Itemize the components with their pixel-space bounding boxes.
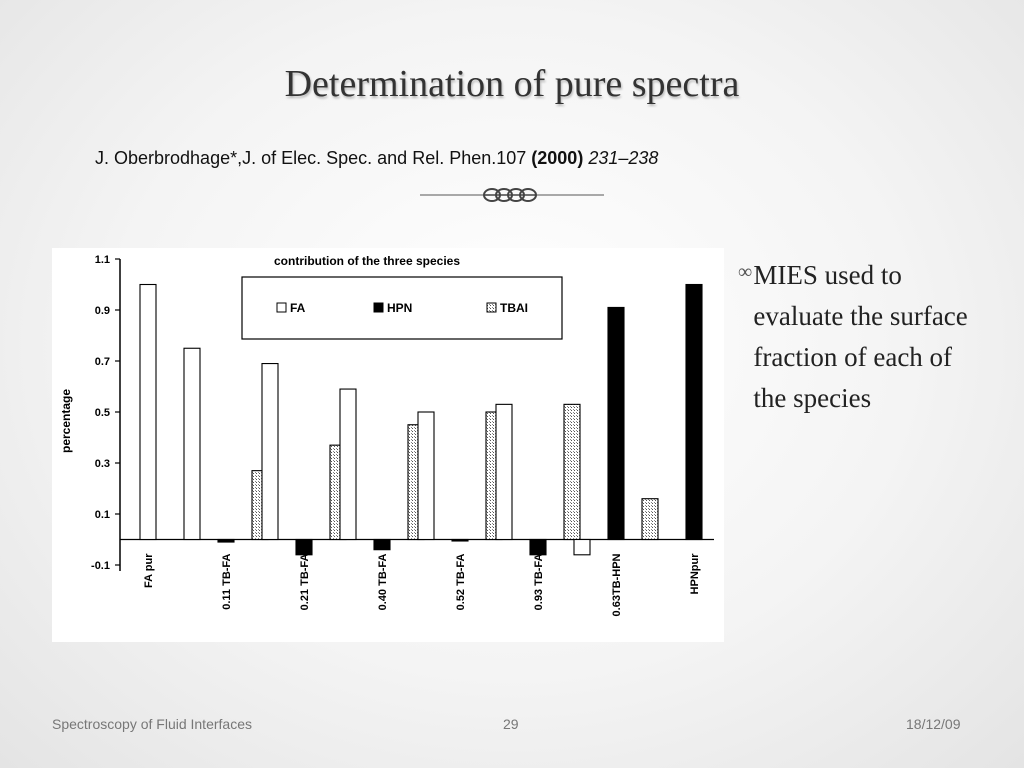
bar-fa <box>139 283 157 541</box>
legend-swatch-fa <box>276 302 287 313</box>
bar-hpn <box>373 538 391 551</box>
bar-tbai <box>641 498 659 541</box>
chart-panel: 1.1 0.9 0.7 0.5 0.3 0.1 -0.1 FA pur 0.11 TB-FA 0.… <box>52 248 724 642</box>
bar-hpn <box>295 538 313 556</box>
bar-fa <box>573 538 591 556</box>
y-tick-label: 0.1 <box>95 509 110 521</box>
x-tick-label: 0.93 TB-FA <box>533 553 545 610</box>
chain-link-icon: ∞ <box>738 261 753 283</box>
bullet-list: ∞ MIES used to evaluate the surface frac… <box>738 255 978 419</box>
citation: J. Oberbrodhage*,J. of Elec. Spec. and R… <box>95 148 658 169</box>
y-tick-label: 1.1 <box>95 254 110 266</box>
legend-box <box>241 276 563 340</box>
slide-number: 29 <box>503 716 519 732</box>
x-tick-label: FA pur <box>143 553 155 588</box>
footer-left: Spectroscopy of Fluid Interfaces <box>52 716 252 732</box>
y-tick-label: 0.7 <box>95 356 110 368</box>
y-tick-label: -0.1 <box>91 560 110 572</box>
x-tick-label: 0.52 TB-FA <box>455 553 467 610</box>
bar-chart: 1.1 0.9 0.7 0.5 0.3 0.1 -0.1 FA pur 0.11 TB-FA 0.… <box>59 254 714 616</box>
chart-bars <box>139 283 703 556</box>
bar-fa <box>261 363 279 541</box>
bar-hpn <box>607 306 625 541</box>
bar-hpn <box>217 538 235 543</box>
bar-fa <box>339 388 357 541</box>
x-tick-label: 0.11 TB-FA <box>221 553 233 609</box>
legend-swatch-tbai <box>486 302 497 313</box>
y-tick-label: 0.3 <box>95 458 110 470</box>
scroll-ornament-icon <box>420 188 604 202</box>
chart-title: contribution of the three species <box>274 254 460 268</box>
x-tick-label: HPNpur <box>689 553 701 595</box>
x-tick-label: 0.40 TB-FA <box>377 553 389 610</box>
bar-tbai <box>563 403 581 541</box>
legend-label: HPN <box>387 301 412 315</box>
citation-pages: 231–238 <box>588 148 659 168</box>
y-tick-label: 0.9 <box>95 305 110 317</box>
x-tick-label: 0.21 TB-FA <box>299 553 311 610</box>
bar-hpn <box>685 283 703 541</box>
bullet-text: MIES used to evaluate the surface fracti… <box>753 260 968 413</box>
bar-fa <box>183 347 201 541</box>
bar-hpn <box>451 538 469 542</box>
citation-year: (2000) <box>531 148 584 168</box>
chart-legend: FA HPN TBAI <box>241 276 563 340</box>
legend-swatch-hpn <box>373 302 384 313</box>
bar-fa <box>417 411 435 541</box>
bar-fa <box>495 403 513 541</box>
y-tick-label: 0.5 <box>95 407 110 419</box>
legend-label: TBAI <box>500 301 528 315</box>
bullet-item: ∞ MIES used to evaluate the surface frac… <box>738 255 978 419</box>
legend-label: FA <box>290 301 306 315</box>
footer-date: 18/12/09 <box>906 716 961 732</box>
slide-title: Determination of pure spectra <box>284 63 740 105</box>
bar-hpn <box>529 538 547 556</box>
x-tick-label: 0.63TB-HPN <box>611 553 623 616</box>
citation-main: J. Oberbrodhage*,J. of Elec. Spec. and R… <box>95 148 532 168</box>
y-axis-label: percentage <box>59 389 73 453</box>
